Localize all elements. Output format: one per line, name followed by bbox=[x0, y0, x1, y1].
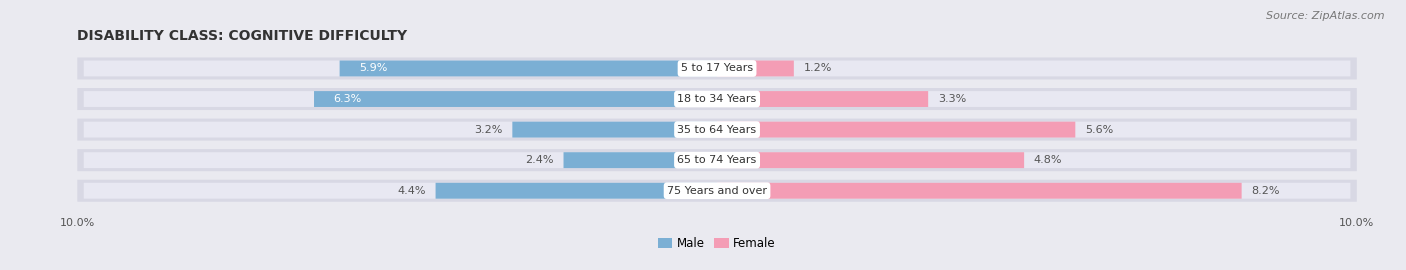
Text: 75 Years and over: 75 Years and over bbox=[666, 186, 768, 196]
FancyBboxPatch shape bbox=[77, 119, 1357, 141]
Text: 3.3%: 3.3% bbox=[938, 94, 966, 104]
Text: 8.2%: 8.2% bbox=[1251, 186, 1279, 196]
Text: 35 to 64 Years: 35 to 64 Years bbox=[678, 124, 756, 135]
Text: 5.6%: 5.6% bbox=[1085, 124, 1114, 135]
FancyBboxPatch shape bbox=[314, 91, 717, 107]
FancyBboxPatch shape bbox=[717, 152, 1024, 168]
Text: 5 to 17 Years: 5 to 17 Years bbox=[681, 63, 754, 73]
Text: 2.4%: 2.4% bbox=[526, 155, 554, 165]
FancyBboxPatch shape bbox=[84, 183, 1350, 199]
FancyBboxPatch shape bbox=[717, 183, 1241, 199]
Text: 4.8%: 4.8% bbox=[1033, 155, 1062, 165]
FancyBboxPatch shape bbox=[717, 91, 928, 107]
FancyBboxPatch shape bbox=[717, 122, 1076, 137]
Text: 3.2%: 3.2% bbox=[474, 124, 503, 135]
FancyBboxPatch shape bbox=[340, 60, 717, 76]
Text: 4.4%: 4.4% bbox=[398, 186, 426, 196]
Text: 5.9%: 5.9% bbox=[359, 63, 387, 73]
FancyBboxPatch shape bbox=[84, 122, 1350, 137]
FancyBboxPatch shape bbox=[77, 58, 1357, 79]
FancyBboxPatch shape bbox=[84, 152, 1350, 168]
FancyBboxPatch shape bbox=[77, 180, 1357, 202]
FancyBboxPatch shape bbox=[564, 152, 717, 168]
Text: Source: ZipAtlas.com: Source: ZipAtlas.com bbox=[1267, 11, 1385, 21]
FancyBboxPatch shape bbox=[84, 91, 1350, 107]
FancyBboxPatch shape bbox=[717, 60, 794, 76]
Text: 6.3%: 6.3% bbox=[333, 94, 361, 104]
Text: 65 to 74 Years: 65 to 74 Years bbox=[678, 155, 756, 165]
Text: 18 to 34 Years: 18 to 34 Years bbox=[678, 94, 756, 104]
FancyBboxPatch shape bbox=[77, 88, 1357, 110]
Text: 1.2%: 1.2% bbox=[803, 63, 832, 73]
Text: DISABILITY CLASS: COGNITIVE DIFFICULTY: DISABILITY CLASS: COGNITIVE DIFFICULTY bbox=[77, 29, 408, 43]
FancyBboxPatch shape bbox=[512, 122, 717, 137]
Legend: Male, Female: Male, Female bbox=[658, 237, 776, 250]
FancyBboxPatch shape bbox=[84, 60, 1350, 76]
FancyBboxPatch shape bbox=[436, 183, 717, 199]
FancyBboxPatch shape bbox=[77, 149, 1357, 171]
